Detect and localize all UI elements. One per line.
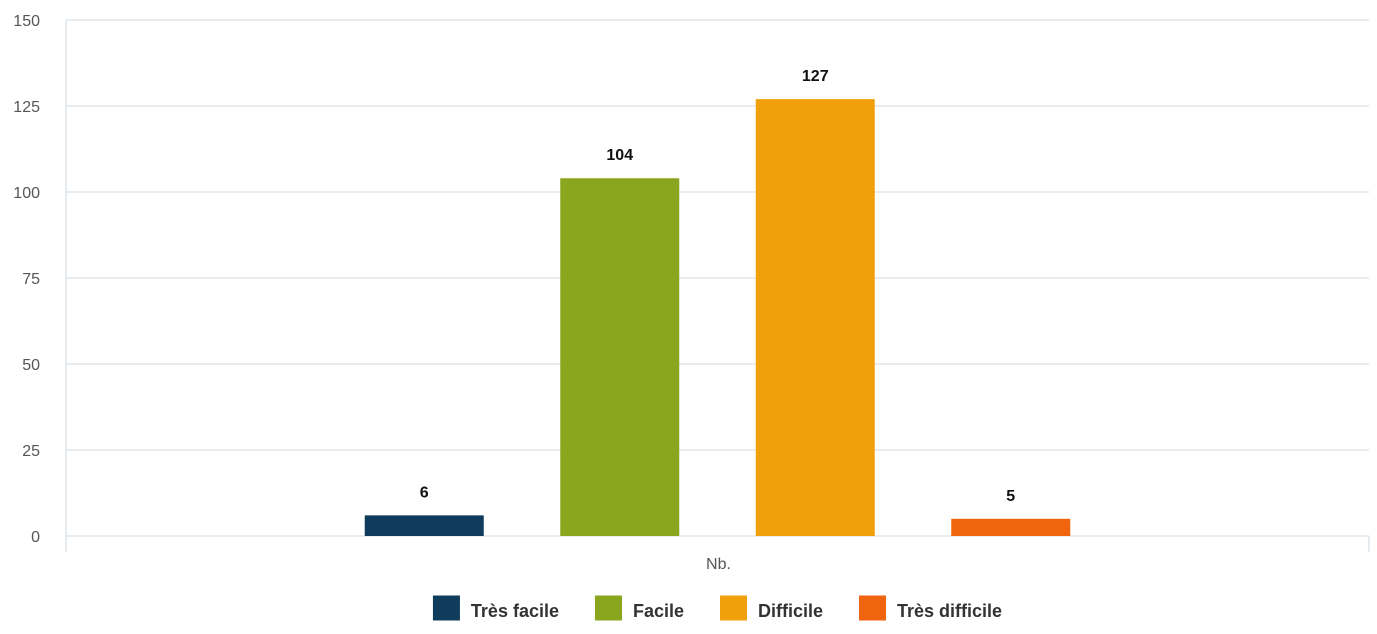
bar-value-label: 6 — [420, 484, 429, 501]
gridlines — [66, 19, 1369, 451]
legend-label: Difficile — [758, 601, 823, 621]
legend-label: Très facile — [471, 601, 559, 621]
legend-swatch — [432, 595, 460, 621]
y-tick-label: 125 — [13, 99, 40, 116]
data-labels: 6 104 127 5 — [420, 68, 1016, 505]
legend-swatch — [594, 595, 622, 621]
legend: Très facile Facile Difficile Très difficile — [432, 595, 1002, 621]
legend-swatch — [720, 595, 748, 621]
y-tick-label: 50 — [22, 357, 40, 374]
bar-value-label: 5 — [1006, 488, 1015, 505]
y-tick-label: 100 — [13, 185, 40, 202]
legend-item: Très facile — [432, 595, 559, 621]
axes: 0 25 50 75 100 125 150 Nb. — [13, 13, 1370, 573]
y-tick-label: 0 — [31, 529, 40, 546]
bar — [755, 99, 875, 537]
legend-label: Très difficile — [897, 601, 1002, 621]
bars — [364, 99, 1071, 537]
bar-value-label: 127 — [802, 68, 829, 85]
bar-value-label: 104 — [606, 147, 633, 164]
y-tick-label: 75 — [22, 271, 40, 288]
legend-swatch — [859, 595, 887, 621]
y-tick-label: 150 — [13, 13, 40, 30]
bar — [951, 518, 1071, 536]
y-tick-label: 25 — [22, 443, 40, 460]
x-category-label: Nb. — [706, 556, 731, 573]
legend-label: Facile — [633, 601, 684, 621]
bar — [560, 178, 680, 537]
legend-item: Facile — [594, 595, 684, 621]
legend-item: Difficile — [720, 595, 823, 621]
legend-item: Très difficile — [859, 595, 1002, 621]
bar — [364, 515, 484, 536]
